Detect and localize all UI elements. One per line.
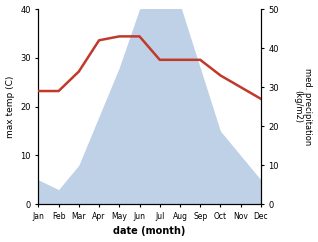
- Y-axis label: max temp (C): max temp (C): [5, 76, 15, 138]
- X-axis label: date (month): date (month): [114, 227, 186, 236]
- Y-axis label: med. precipitation
(kg/m2): med. precipitation (kg/m2): [293, 68, 313, 145]
